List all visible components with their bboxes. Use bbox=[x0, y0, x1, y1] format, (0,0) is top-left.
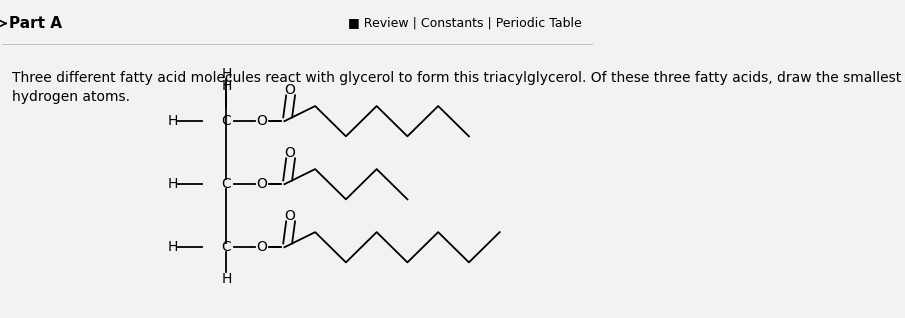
Text: C: C bbox=[222, 114, 232, 128]
Text: C: C bbox=[222, 240, 232, 254]
Text: C: C bbox=[222, 177, 232, 191]
Text: H: H bbox=[168, 114, 178, 128]
Text: O: O bbox=[284, 83, 295, 97]
Text: H: H bbox=[168, 240, 178, 254]
Text: H: H bbox=[221, 272, 232, 286]
Text: O: O bbox=[284, 209, 295, 223]
Text: H: H bbox=[221, 80, 232, 93]
Text: Three different fatty acid molecules react with glycerol to form this triacylgly: Three different fatty acid molecules rea… bbox=[13, 71, 905, 104]
Text: H: H bbox=[221, 67, 232, 81]
Text: O: O bbox=[256, 240, 267, 254]
Text: O: O bbox=[256, 114, 267, 128]
Text: O: O bbox=[256, 177, 267, 191]
Text: Part A: Part A bbox=[9, 16, 62, 31]
Text: O: O bbox=[284, 146, 295, 160]
Text: ■ Review | Constants | Periodic Table: ■ Review | Constants | Periodic Table bbox=[348, 17, 581, 30]
Text: H: H bbox=[168, 177, 178, 191]
